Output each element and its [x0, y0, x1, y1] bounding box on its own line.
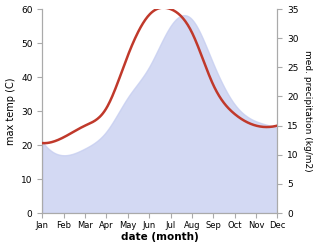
Y-axis label: med. precipitation (kg/m2): med. precipitation (kg/m2)	[303, 50, 313, 172]
X-axis label: date (month): date (month)	[121, 232, 199, 243]
Y-axis label: max temp (C): max temp (C)	[5, 77, 16, 145]
